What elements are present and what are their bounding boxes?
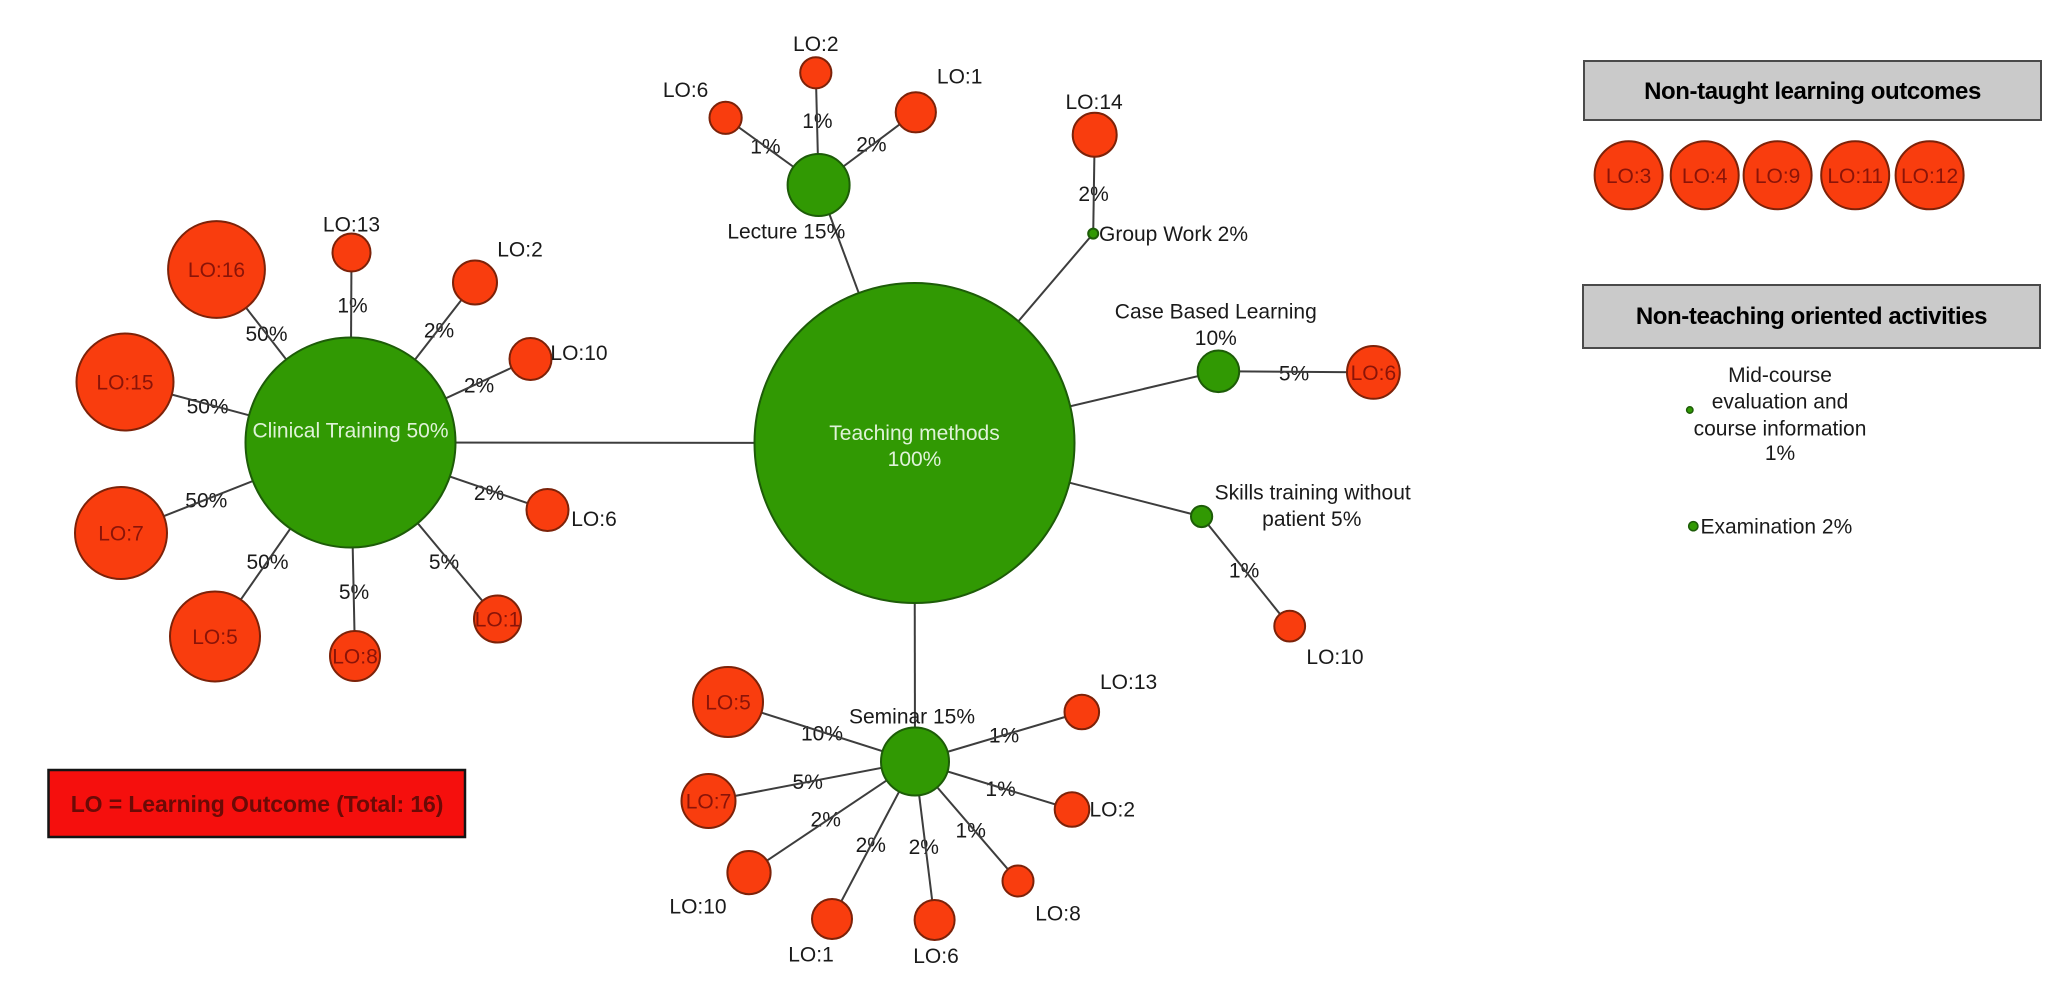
svg-text:LO:8: LO:8 bbox=[1035, 903, 1081, 926]
svg-text:LO:1: LO:1 bbox=[788, 944, 834, 967]
svg-text:5%: 5% bbox=[429, 551, 459, 574]
svg-text:1%: 1% bbox=[337, 295, 367, 318]
svg-text:2%: 2% bbox=[909, 836, 939, 859]
svg-text:Case Based Learning: Case Based Learning bbox=[1115, 301, 1317, 324]
svg-text:LO:14: LO:14 bbox=[1065, 91, 1123, 114]
svg-text:LO:10: LO:10 bbox=[1306, 646, 1363, 669]
svg-text:Non-teaching oriented activiti: Non-teaching oriented activities bbox=[1636, 303, 1987, 330]
svg-text:LO:1: LO:1 bbox=[475, 609, 521, 632]
svg-text:LO:1: LO:1 bbox=[937, 65, 983, 88]
svg-text:patient 5%: patient 5% bbox=[1262, 508, 1361, 531]
svg-text:LO:4: LO:4 bbox=[1682, 165, 1728, 188]
svg-text:LO:2: LO:2 bbox=[1090, 799, 1136, 822]
svg-text:LO:15: LO:15 bbox=[96, 372, 153, 395]
svg-text:LO:16: LO:16 bbox=[188, 259, 245, 282]
svg-text:50%: 50% bbox=[187, 395, 229, 418]
svg-text:LO:6: LO:6 bbox=[913, 945, 959, 968]
svg-text:LO:7: LO:7 bbox=[98, 523, 144, 546]
svg-text:LO:7: LO:7 bbox=[686, 791, 732, 814]
svg-text:1%: 1% bbox=[956, 820, 986, 843]
svg-text:Clinical Training 50%: Clinical Training 50% bbox=[252, 420, 448, 443]
svg-text:LO:2: LO:2 bbox=[793, 33, 839, 56]
svg-text:Seminar 15%: Seminar 15% bbox=[849, 706, 975, 729]
svg-text:LO:8: LO:8 bbox=[332, 646, 378, 669]
svg-text:LO:2: LO:2 bbox=[497, 239, 543, 262]
svg-text:LO:13: LO:13 bbox=[1100, 671, 1157, 694]
svg-text:5%: 5% bbox=[1279, 363, 1309, 386]
svg-text:1%: 1% bbox=[985, 778, 1015, 801]
svg-text:1%: 1% bbox=[1765, 442, 1795, 465]
svg-text:LO:6: LO:6 bbox=[571, 508, 617, 531]
svg-text:Skills training without: Skills training without bbox=[1215, 482, 1411, 505]
svg-text:LO:6: LO:6 bbox=[663, 79, 709, 102]
svg-text:LO:5: LO:5 bbox=[192, 626, 238, 649]
svg-text:10%: 10% bbox=[801, 723, 843, 746]
svg-text:evaluation and: evaluation and bbox=[1712, 391, 1849, 414]
svg-text:LO:12: LO:12 bbox=[1901, 165, 1958, 188]
svg-text:LO:10: LO:10 bbox=[550, 342, 607, 365]
svg-text:LO = Learning Outcome (Total:: LO = Learning Outcome (Total: 16) bbox=[71, 791, 444, 817]
svg-text:100%: 100% bbox=[888, 448, 942, 471]
svg-text:Non-taught learning outcomes: Non-taught learning outcomes bbox=[1644, 78, 1981, 105]
svg-text:Examination 2%: Examination 2% bbox=[1701, 516, 1853, 539]
svg-text:LO:10: LO:10 bbox=[669, 896, 726, 919]
svg-text:1%: 1% bbox=[1229, 560, 1259, 583]
svg-text:LO:13: LO:13 bbox=[323, 214, 380, 237]
svg-text:LO:9: LO:9 bbox=[1755, 165, 1801, 188]
svg-text:LO:6: LO:6 bbox=[1351, 362, 1397, 385]
svg-text:Lecture 15%: Lecture 15% bbox=[727, 221, 845, 244]
svg-text:course information: course information bbox=[1694, 418, 1867, 441]
svg-text:Mid-course: Mid-course bbox=[1728, 364, 1832, 387]
svg-text:2%: 2% bbox=[424, 320, 454, 343]
svg-text:Teaching methods: Teaching methods bbox=[829, 422, 999, 445]
svg-text:LO:3: LO:3 bbox=[1606, 165, 1652, 188]
svg-text:LO:5: LO:5 bbox=[705, 692, 751, 715]
svg-text:10%: 10% bbox=[1195, 327, 1237, 350]
svg-text:Group Work 2%: Group Work 2% bbox=[1099, 223, 1248, 246]
svg-text:LO:11: LO:11 bbox=[1827, 165, 1883, 188]
